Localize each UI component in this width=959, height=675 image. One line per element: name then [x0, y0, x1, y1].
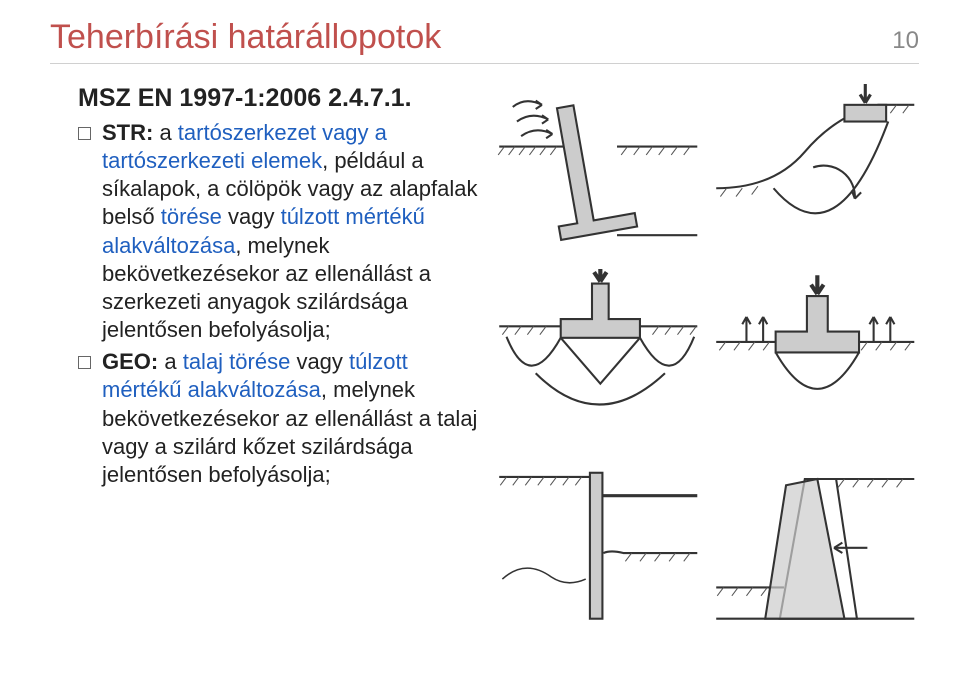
bullet-geo: GEO: a talaj törése vagy túlzott mértékű… [78, 348, 480, 489]
standard-reference: MSZ EN 1997-1:2006 2.4.7.1. [78, 84, 480, 113]
bullet-lead: GEO: [102, 349, 158, 374]
diagram-slope-footing [711, 84, 920, 261]
slide-header: Teherbírási határállopotok 10 [50, 18, 919, 64]
diagram-retaining-wall-overturn [494, 84, 703, 261]
diagrams-grid [494, 84, 919, 632]
slide-title: Teherbírási határállopotok [50, 18, 441, 57]
bullet-lead: STR: [102, 120, 153, 145]
diagram-footing-heave [711, 269, 920, 446]
page-number: 10 [892, 27, 919, 55]
text-column: MSZ EN 1997-1:2006 2.4.7.1. STR: a tartó… [50, 84, 480, 632]
diagram-strip-footing-bearing [494, 269, 703, 446]
diagram-sheet-pile-anchored [494, 454, 703, 631]
bullet-str: STR: a tartószerkezet vagy a tartószerke… [78, 119, 480, 344]
diagram-gravity-wall-sliding [711, 454, 920, 631]
